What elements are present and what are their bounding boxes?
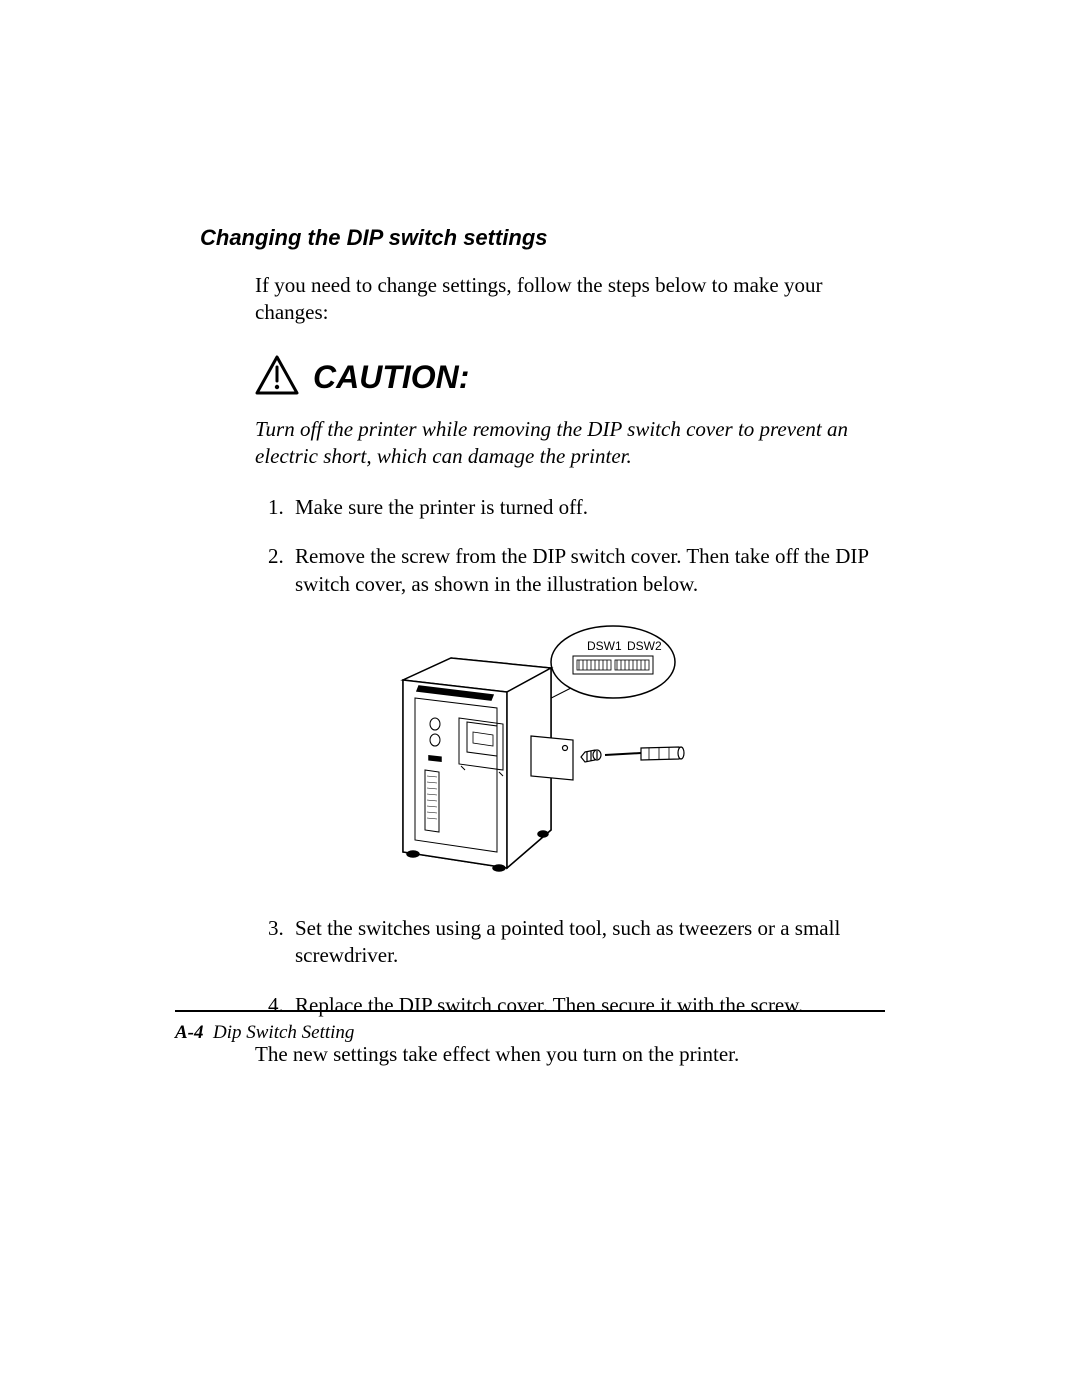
dip-cover-plate [531,736,573,780]
footer-title: Dip Switch Setting [213,1022,354,1043]
caution-body: Turn off the printer while removing the … [255,416,885,471]
printer-body [403,658,551,871]
step-2: Remove the screw from the DIP switch cov… [289,543,885,598]
section-heading: Changing the DIP switch settings [200,225,885,251]
screw-icon [581,750,601,762]
caution-title: CAUTION: [313,361,469,395]
dsw2-label: DSW2 [627,639,662,653]
step-4: Replace the DIP switch cover. Then secur… [289,992,885,1019]
printer-illustration: DSW1 DSW2 [373,620,713,885]
step-3: Set the switches using a pointed tool, s… [289,915,885,970]
step-1: Make sure the printer is turned off. [289,494,885,521]
closing-paragraph: The new settings take effect when you tu… [255,1041,885,1068]
footer-page-number: A-4 [175,1022,204,1043]
footer-rule [175,1010,885,1012]
warning-icon [255,355,299,395]
dsw1-label: DSW1 [587,639,622,653]
screwdriver-icon [605,747,684,760]
steps-list-2: Set the switches using a pointed tool, s… [255,915,885,1019]
steps-list-1: Make sure the printer is turned off. Rem… [255,494,885,598]
intro-paragraph: If you need to change settings, follow t… [255,272,885,327]
page-footer: A-4 Dip Switch Setting [175,1022,354,1044]
caution-header: CAUTION: [255,355,885,395]
page: Changing the DIP switch settings If you … [0,0,1080,1397]
